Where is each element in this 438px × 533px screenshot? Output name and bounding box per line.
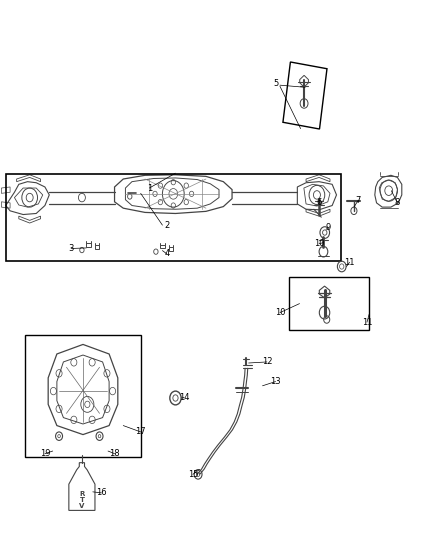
Text: 6: 6 [316,198,322,207]
Text: 16: 16 [96,488,107,497]
Text: 19: 19 [40,449,50,458]
Text: 10: 10 [314,239,325,248]
Text: 4: 4 [164,249,170,259]
Text: 18: 18 [109,449,120,458]
Text: 7: 7 [356,196,361,205]
Text: 10: 10 [275,308,285,317]
Text: T: T [79,497,85,503]
Text: 12: 12 [261,358,272,367]
Text: 11: 11 [344,258,355,266]
Text: 8: 8 [395,198,400,207]
Bar [289,277,369,330]
Text: 9: 9 [325,223,330,232]
Text: 3: 3 [68,244,74,253]
Text: 11: 11 [362,318,372,327]
Bar [25,335,141,457]
Text: V: V [79,503,85,509]
Text: R: R [79,491,85,497]
Text: 5: 5 [273,79,278,88]
Text: 13: 13 [270,377,281,386]
Text: 14: 14 [179,393,189,402]
Text: 15: 15 [187,470,198,479]
Text: 17: 17 [135,427,146,437]
Text: 1: 1 [147,183,152,192]
Text: 2: 2 [164,221,170,230]
Bar [6,174,341,261]
